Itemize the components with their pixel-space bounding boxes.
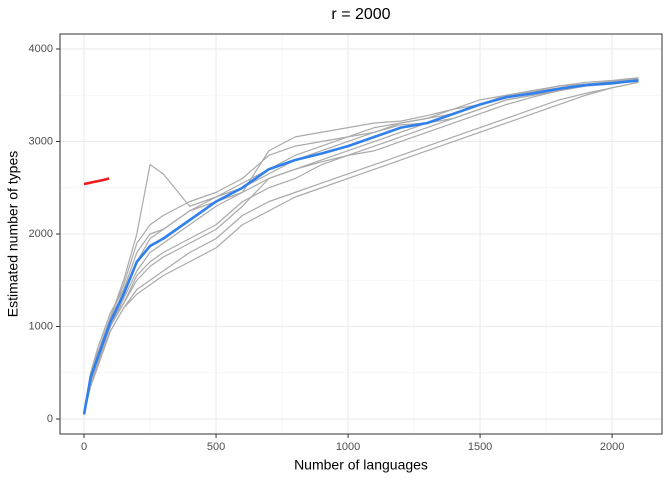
y-tick-label: 4000 xyxy=(29,43,53,55)
series-line xyxy=(82,79,639,415)
x-tick-label: 0 xyxy=(81,441,87,453)
x-tick-label: 2000 xyxy=(600,441,624,453)
y-tick-label: 0 xyxy=(47,413,53,425)
series-line xyxy=(83,81,639,415)
y-axis-label: Estimated number of types xyxy=(5,151,21,318)
series-line xyxy=(83,177,110,186)
y-tick-label: 1000 xyxy=(29,320,53,332)
series-line xyxy=(83,78,639,415)
x-tick-label: 1500 xyxy=(468,441,492,453)
series-line xyxy=(83,77,639,415)
x-tick-label: 500 xyxy=(207,441,225,453)
y-tick-label: 3000 xyxy=(29,135,53,147)
x-tick-label: 1000 xyxy=(336,441,360,453)
x-axis-label: Number of languages xyxy=(294,457,428,473)
chart-title: r = 2000 xyxy=(331,6,390,23)
panel-border xyxy=(59,33,663,435)
y-tick-label: 2000 xyxy=(29,228,53,240)
